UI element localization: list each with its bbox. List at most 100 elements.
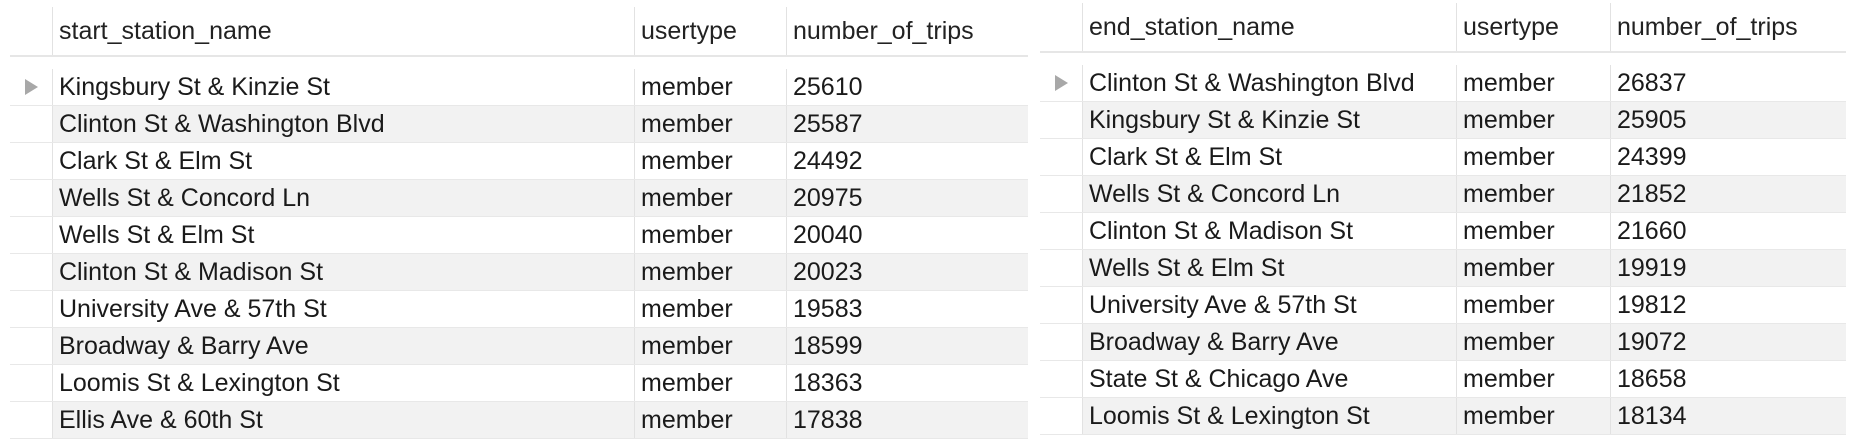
table-row[interactable]: Clark St & Elm St member 24492 [10,143,1028,180]
row-indicator-cell[interactable] [10,254,52,290]
table-row[interactable]: Wells St & Elm St member 20040 [10,217,1028,254]
table-cell-usertype[interactable]: member [634,365,786,401]
row-indicator-cell[interactable] [10,143,52,179]
table-cell-number-of-trips[interactable]: 18363 [786,365,1028,401]
table-row[interactable]: Kingsbury St & Kinzie St member 25610 [10,69,1028,106]
table-cell-end-station-name[interactable]: Clinton St & Madison St [1082,213,1456,249]
table-row[interactable]: Loomis St & Lexington St member 18134 [1040,398,1846,435]
column-header-start-station-name[interactable]: start_station_name [52,7,634,55]
table-cell-number-of-trips[interactable]: 18599 [786,328,1028,364]
table-cell-start-station-name[interactable]: Kingsbury St & Kinzie St [52,69,634,105]
table-cell-number-of-trips[interactable]: 25905 [1610,102,1846,138]
table-cell-number-of-trips[interactable]: 19072 [1610,324,1846,360]
table-cell-end-station-name[interactable]: Clinton St & Washington Blvd [1082,65,1456,101]
table-cell-usertype[interactable]: member [1456,398,1610,434]
row-indicator-cell[interactable] [1040,361,1082,397]
row-indicator-cell[interactable] [10,402,52,438]
table-row[interactable]: University Ave & 57th St member 19812 [1040,287,1846,324]
table-cell-usertype[interactable]: member [634,254,786,290]
table-cell-start-station-name[interactable]: University Ave & 57th St [52,291,634,327]
table-row[interactable]: State St & Chicago Ave member 18658 [1040,361,1846,398]
table-row[interactable]: University Ave & 57th St member 19583 [10,291,1028,328]
table-row[interactable]: Broadway & Barry Ave member 18599 [10,328,1028,365]
table-cell-start-station-name[interactable]: Wells St & Concord Ln [52,180,634,216]
table-cell-usertype[interactable]: member [1456,213,1610,249]
table-cell-end-station-name[interactable]: Loomis St & Lexington St [1082,398,1456,434]
table-row[interactable]: Kingsbury St & Kinzie St member 25905 [1040,102,1846,139]
table-row[interactable]: Clinton St & Madison St member 20023 [10,254,1028,291]
row-indicator-cell[interactable] [1040,213,1082,249]
table-cell-number-of-trips[interactable]: 17838 [786,402,1028,438]
row-indicator-cell[interactable] [1040,65,1082,101]
table-row[interactable]: Clark St & Elm St member 24399 [1040,139,1846,176]
table-cell-usertype[interactable]: member [1456,361,1610,397]
table-row[interactable]: Loomis St & Lexington St member 18363 [10,365,1028,402]
table-cell-usertype[interactable]: member [634,291,786,327]
column-header-number-of-trips[interactable]: number_of_trips [1610,3,1846,51]
table-cell-start-station-name[interactable]: Broadway & Barry Ave [52,328,634,364]
result-grid-start-stations[interactable]: start_station_name usertype number_of_trip… [10,7,1028,439]
column-header-usertype[interactable]: usertype [1456,3,1610,51]
row-indicator-cell[interactable] [1040,287,1082,323]
table-cell-end-station-name[interactable]: Wells St & Elm St [1082,250,1456,286]
table-cell-usertype[interactable]: member [634,328,786,364]
table-cell-number-of-trips[interactable]: 21852 [1610,176,1846,212]
table-cell-number-of-trips[interactable]: 26837 [1610,65,1846,101]
table-cell-usertype[interactable]: member [1456,102,1610,138]
table-row[interactable]: Clinton St & Washington Blvd member 26837 [1040,65,1846,102]
table-cell-usertype[interactable]: member [1456,139,1610,175]
table-cell-usertype[interactable]: member [1456,250,1610,286]
table-row[interactable]: Ellis Ave & 60th St member 17838 [10,402,1028,439]
row-indicator-cell[interactable] [10,365,52,401]
table-cell-end-station-name[interactable]: Clark St & Elm St [1082,139,1456,175]
table-cell-number-of-trips[interactable]: 21660 [1610,213,1846,249]
table-cell-number-of-trips[interactable]: 19919 [1610,250,1846,286]
table-cell-start-station-name[interactable]: Clinton St & Washington Blvd [52,106,634,142]
table-cell-number-of-trips[interactable]: 20975 [786,180,1028,216]
table-row[interactable]: Clinton St & Washington Blvd member 25587 [10,106,1028,143]
column-header-number-of-trips[interactable]: number_of_trips [786,7,1028,55]
table-row[interactable]: Broadway & Barry Ave member 19072 [1040,324,1846,361]
table-cell-usertype[interactable]: member [1456,287,1610,323]
table-cell-end-station-name[interactable]: Broadway & Barry Ave [1082,324,1456,360]
row-indicator-cell[interactable] [1040,398,1082,434]
table-cell-usertype[interactable]: member [634,180,786,216]
table-cell-number-of-trips[interactable]: 24492 [786,143,1028,179]
table-cell-usertype[interactable]: member [634,106,786,142]
table-cell-end-station-name[interactable]: Kingsbury St & Kinzie St [1082,102,1456,138]
column-header-usertype[interactable]: usertype [634,7,786,55]
table-cell-usertype[interactable]: member [634,217,786,253]
table-cell-number-of-trips[interactable]: 19812 [1610,287,1846,323]
row-indicator-cell[interactable] [1040,250,1082,286]
table-cell-number-of-trips[interactable]: 25610 [786,69,1028,105]
table-cell-start-station-name[interactable]: Ellis Ave & 60th St [52,402,634,438]
table-cell-number-of-trips[interactable]: 20040 [786,217,1028,253]
table-cell-end-station-name[interactable]: State St & Chicago Ave [1082,361,1456,397]
table-row[interactable]: Wells St & Concord Ln member 21852 [1040,176,1846,213]
table-cell-end-station-name[interactable]: University Ave & 57th St [1082,287,1456,323]
row-indicator-cell[interactable] [10,106,52,142]
row-indicator-cell[interactable] [10,217,52,253]
table-cell-number-of-trips[interactable]: 18658 [1610,361,1846,397]
table-cell-usertype[interactable]: member [1456,65,1610,101]
table-row[interactable]: Wells St & Elm St member 19919 [1040,250,1846,287]
table-cell-start-station-name[interactable]: Clinton St & Madison St [52,254,634,290]
row-indicator-cell[interactable] [1040,102,1082,138]
row-indicator-cell[interactable] [10,180,52,216]
table-cell-number-of-trips[interactable]: 19583 [786,291,1028,327]
table-row[interactable]: Clinton St & Madison St member 21660 [1040,213,1846,250]
table-cell-number-of-trips[interactable]: 24399 [1610,139,1846,175]
table-cell-usertype[interactable]: member [1456,176,1610,212]
table-cell-usertype[interactable]: member [1456,324,1610,360]
table-row[interactable]: Wells St & Concord Ln member 20975 [10,180,1028,217]
row-indicator-cell[interactable] [1040,176,1082,212]
column-header-end-station-name[interactable]: end_station_name [1082,3,1456,51]
table-cell-usertype[interactable]: member [634,69,786,105]
row-indicator-cell[interactable] [10,291,52,327]
table-cell-start-station-name[interactable]: Clark St & Elm St [52,143,634,179]
result-grid-end-stations[interactable]: end_station_name usertype number_of_trips C… [1040,3,1846,435]
table-cell-start-station-name[interactable]: Loomis St & Lexington St [52,365,634,401]
table-cell-number-of-trips[interactable]: 18134 [1610,398,1846,434]
table-cell-usertype[interactable]: member [634,143,786,179]
row-indicator-cell[interactable] [10,69,52,105]
